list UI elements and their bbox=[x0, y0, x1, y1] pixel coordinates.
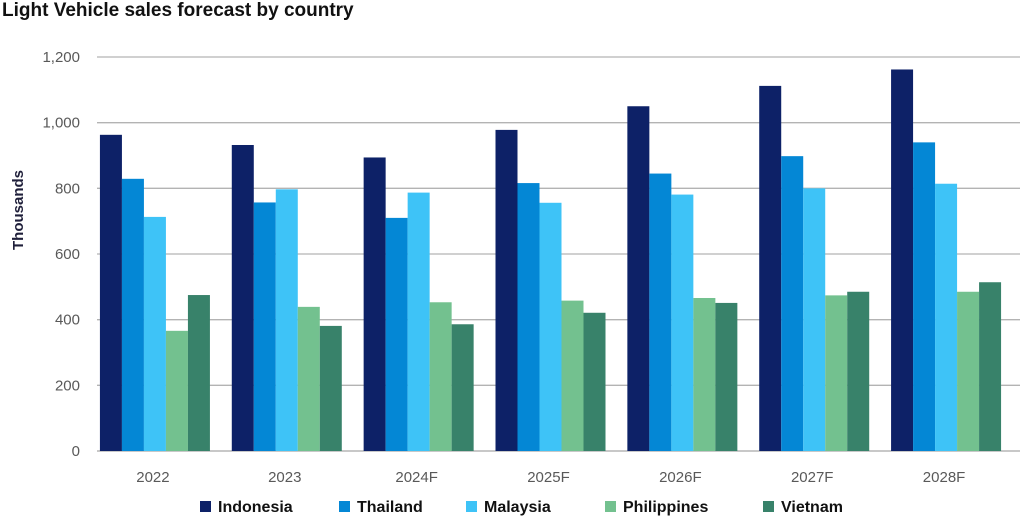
bar-indonesia-2024f bbox=[363, 157, 386, 451]
x-tick-label: 2023 bbox=[268, 469, 301, 486]
bar-philippines-2027f bbox=[825, 295, 848, 451]
bar-malaysia-2028f bbox=[935, 183, 958, 451]
x-tick-label: 2025F bbox=[527, 469, 570, 486]
bar-thailand-2028f bbox=[913, 142, 936, 451]
bar-philippines-2025f bbox=[561, 300, 584, 451]
bar-vietnam-2027f bbox=[847, 291, 870, 451]
bar-philippines-2023 bbox=[297, 306, 320, 451]
bar-thailand-2024f bbox=[385, 217, 408, 451]
legend-label: Indonesia bbox=[218, 499, 293, 516]
bar-philippines-2024f bbox=[429, 302, 452, 451]
y-tick-label: 0 bbox=[72, 443, 80, 460]
bar-vietnam-2023 bbox=[319, 325, 342, 451]
legend-swatch bbox=[339, 501, 350, 512]
bar-vietnam-2022 bbox=[187, 295, 210, 451]
y-tick-label: 1,200 bbox=[42, 49, 80, 66]
legend-swatch bbox=[466, 501, 477, 512]
legend-label: Malaysia bbox=[484, 499, 551, 516]
y-tick-label: 200 bbox=[55, 377, 80, 394]
bar-malaysia-2022 bbox=[143, 216, 166, 451]
x-tick-label: 2027F bbox=[791, 469, 834, 486]
chart-title: Light Vehicle sales forecast by country bbox=[2, 0, 354, 21]
axes: 0 200 400 600 800 1,000 1,200 2022 2023 2024F 2025… bbox=[42, 49, 965, 486]
bar-indonesia-2025f bbox=[495, 129, 518, 451]
x-tick-label: 2022 bbox=[136, 469, 169, 486]
bar-indonesia-2022 bbox=[99, 134, 122, 451]
bar-thailand-2022 bbox=[121, 178, 144, 452]
legend-label: Vietnam bbox=[781, 499, 843, 516]
y-tick-label: 1,000 bbox=[42, 115, 80, 132]
bar-malaysia-2024f bbox=[407, 192, 430, 451]
bar-indonesia-2027f bbox=[759, 85, 782, 451]
bar-vietnam-2028f bbox=[979, 282, 1002, 451]
y-tick-label: 400 bbox=[55, 312, 80, 329]
bar-thailand-2027f bbox=[781, 156, 804, 451]
bar-indonesia-2023 bbox=[231, 144, 254, 451]
bar-malaysia-2027f bbox=[803, 188, 826, 452]
y-axis-title: Thousands bbox=[10, 170, 27, 250]
bar-vietnam-2025f bbox=[583, 312, 606, 451]
bar-philippines-2026f bbox=[693, 297, 716, 451]
legend-label: Thailand bbox=[357, 499, 423, 516]
bar-thailand-2023 bbox=[253, 202, 276, 451]
bars bbox=[99, 69, 1002, 452]
bar-vietnam-2026f bbox=[715, 302, 738, 451]
y-tick-label: 800 bbox=[55, 180, 80, 197]
bar-indonesia-2026f bbox=[627, 106, 650, 451]
x-tick-label: 2028F bbox=[923, 469, 966, 486]
bar-philippines-2022 bbox=[165, 330, 188, 451]
legend-swatch bbox=[200, 501, 211, 512]
x-tick-label: 2026F bbox=[659, 469, 702, 486]
legend-swatch bbox=[605, 501, 616, 512]
bar-thailand-2025f bbox=[517, 183, 540, 451]
bar-malaysia-2025f bbox=[539, 202, 562, 451]
legend: Indonesia Thailand Malaysia Philippines Viet… bbox=[200, 499, 843, 516]
bar-thailand-2026f bbox=[649, 173, 672, 451]
bar-vietnam-2024f bbox=[451, 324, 474, 451]
bar-indonesia-2028f bbox=[891, 69, 914, 451]
x-tick-label: 2024F bbox=[395, 469, 438, 486]
y-tick-label: 600 bbox=[55, 246, 80, 263]
bar-malaysia-2026f bbox=[671, 194, 694, 452]
legend-label: Philippines bbox=[623, 499, 708, 516]
bar-malaysia-2023 bbox=[275, 189, 298, 451]
legend-swatch bbox=[763, 501, 774, 512]
bar-philippines-2028f bbox=[957, 291, 980, 451]
